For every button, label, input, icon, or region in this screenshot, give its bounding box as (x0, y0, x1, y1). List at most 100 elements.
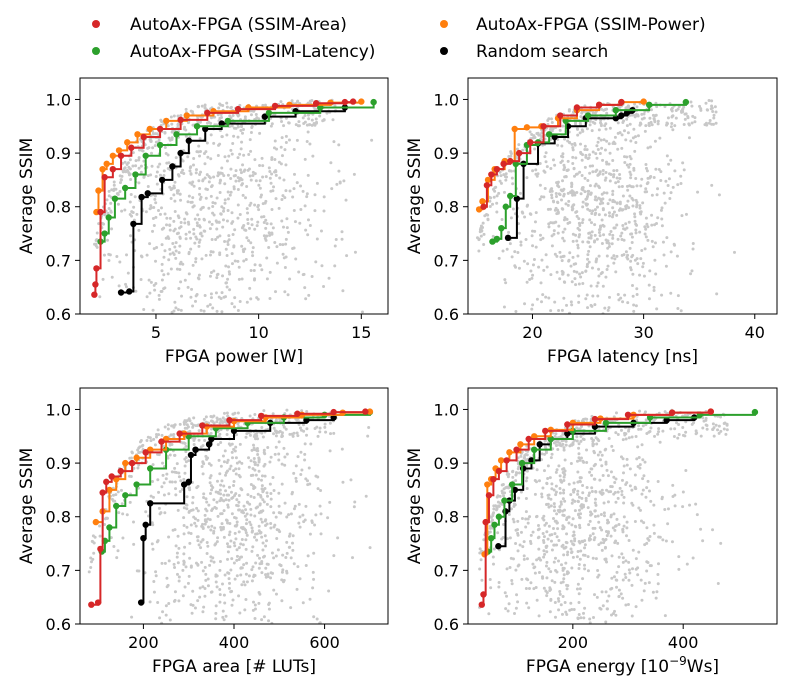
background-point (540, 495, 544, 499)
background-point (620, 489, 624, 493)
background-point (679, 174, 683, 178)
background-point (225, 219, 229, 223)
background-point (543, 155, 547, 159)
background-point (269, 571, 273, 575)
background-point (607, 295, 611, 299)
background-point (556, 448, 560, 452)
background-point (230, 512, 234, 516)
background-point (177, 546, 181, 550)
data-point-latency (487, 534, 495, 542)
background-point (237, 277, 241, 281)
background-point (601, 208, 605, 212)
background-point (256, 463, 260, 467)
background-point (597, 439, 601, 443)
background-point (576, 617, 580, 621)
background-point (152, 590, 156, 594)
background-point (327, 276, 331, 280)
background-point (620, 184, 624, 188)
background-point (644, 227, 648, 231)
background-point (328, 421, 332, 425)
series-power (92, 408, 374, 526)
background-point (577, 592, 581, 596)
background-point (217, 491, 221, 495)
background-point (512, 520, 516, 524)
background-point (602, 514, 606, 518)
background-point (274, 445, 278, 449)
background-point (711, 109, 715, 113)
background-point (240, 488, 244, 492)
background-point (714, 110, 718, 114)
background-point (181, 159, 185, 163)
background-point (566, 203, 570, 207)
background-point (540, 458, 544, 462)
background-point (637, 550, 641, 554)
background-point (554, 484, 558, 488)
background-point (624, 207, 628, 211)
background-point (253, 461, 257, 465)
background-point (597, 267, 601, 271)
background-point (488, 526, 492, 530)
background-point (588, 119, 592, 123)
data-point-area (94, 599, 102, 606)
data-point-power (517, 441, 524, 448)
background-point (569, 601, 573, 605)
background-point (600, 192, 604, 196)
background-point (556, 527, 560, 531)
background-point (304, 504, 308, 508)
background-point (533, 565, 537, 569)
background-point (544, 295, 548, 299)
background-point (719, 541, 723, 545)
background-point (124, 170, 128, 174)
background-point (201, 585, 205, 589)
background-point (228, 530, 232, 534)
background-point (209, 528, 213, 532)
background-point (594, 152, 598, 156)
background-point (199, 170, 203, 174)
background-point (131, 164, 135, 168)
background-point (209, 559, 213, 563)
background-point (212, 498, 216, 502)
background-point (154, 570, 158, 574)
background-point (222, 499, 226, 503)
background-point (607, 211, 611, 215)
y-tick-label: 1.0 (434, 90, 459, 109)
background-point (236, 411, 240, 415)
background-point (241, 163, 245, 167)
background-point (192, 232, 196, 236)
background-point (146, 184, 150, 188)
background-point (523, 215, 527, 219)
background-point (591, 110, 595, 114)
background-point (719, 429, 723, 433)
background-point (215, 309, 219, 313)
background-point (232, 174, 236, 178)
background-point (658, 440, 662, 444)
background-point (283, 455, 287, 459)
background-point (299, 428, 303, 432)
background-point (628, 194, 632, 198)
background-point (223, 295, 227, 299)
y-tick-label: 0.6 (46, 615, 71, 634)
background-point (252, 269, 256, 273)
background-point (296, 434, 300, 438)
background-point (331, 118, 335, 122)
background-point (711, 528, 715, 532)
background-point (200, 560, 204, 564)
background-point (241, 543, 245, 547)
background-point (486, 217, 490, 221)
background-point (492, 511, 496, 515)
background-point (712, 434, 716, 438)
background-point (590, 266, 594, 270)
background-point (255, 538, 259, 542)
background-point (625, 481, 629, 485)
background-point (525, 601, 529, 605)
background-point (222, 484, 226, 488)
background-point (237, 494, 241, 498)
data-point-area (349, 98, 357, 105)
background-point (606, 264, 610, 268)
background-point (292, 471, 296, 475)
background-point (225, 133, 229, 137)
background-point (212, 414, 216, 418)
background-point (197, 273, 201, 277)
background-point (691, 556, 695, 560)
background-point (630, 435, 634, 439)
